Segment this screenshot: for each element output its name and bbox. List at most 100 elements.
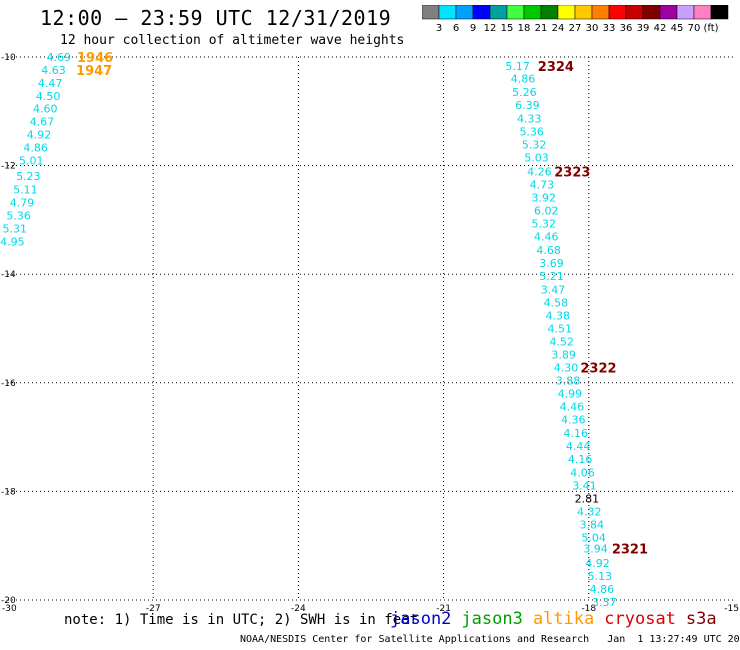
wave-height-value: 5.03 xyxy=(524,151,549,164)
wave-height-value: 5.17 xyxy=(505,60,530,73)
color-scale-label: 24 xyxy=(552,23,565,34)
wave-height-value: 3.37 xyxy=(592,596,617,609)
wave-height-value: 3.94 xyxy=(583,542,608,555)
wave-height-value: 5.11 xyxy=(13,183,38,196)
wave-height-value: 4.46 xyxy=(560,401,585,414)
color-scale-label: (ft) xyxy=(703,23,718,34)
wave-height-value: 3.92 xyxy=(532,192,557,205)
chart-subtitle: 12 hour collection of altimeter wave hei… xyxy=(60,33,405,48)
color-scale-label: 33 xyxy=(603,23,616,34)
latitude-tick-label: -10 xyxy=(1,53,16,63)
pass-number-label: 2321 xyxy=(612,542,648,557)
color-scale-label: 27 xyxy=(569,23,582,34)
latitude-tick-label: -18 xyxy=(1,487,16,497)
wave-height-value: 3.89 xyxy=(551,349,576,362)
wave-height-value: 5.13 xyxy=(588,570,613,583)
wave-height-value: 3.88 xyxy=(556,375,581,388)
color-scale-legend: 3 6 9 12 15 18 21 24 27 30 33 36 39 42 45 70 (ft) xyxy=(422,5,729,34)
wave-height-value: 4.73 xyxy=(530,179,555,192)
wave-height-value: 5.31 xyxy=(3,223,28,236)
color-scale-label: 21 xyxy=(535,23,548,34)
latitude-tick-label: -14 xyxy=(1,270,16,280)
wave-height-value: 4.92 xyxy=(27,129,52,142)
color-scale-label: 3 xyxy=(436,23,442,34)
color-scale-label: 9 xyxy=(470,23,476,34)
wave-height-value: 4.51 xyxy=(548,323,573,336)
latitude-tick-label: -20 xyxy=(1,596,16,606)
wave-height-value: 4.46 xyxy=(534,231,559,244)
wave-height-value: 4.16 xyxy=(563,427,588,440)
wave-height-value: 5.36 xyxy=(519,125,544,138)
wave-height-value: 6.39 xyxy=(515,99,540,112)
color-scale-label: 70 xyxy=(688,23,701,34)
latitude-tick-label: -16 xyxy=(1,379,16,389)
wave-height-value: 4.67 xyxy=(30,116,55,129)
color-scale-label: 18 xyxy=(518,23,531,34)
wave-height-value: 4.92 xyxy=(585,557,610,570)
wave-height-value: 4.32 xyxy=(577,505,602,518)
satellite-legend: jason2 jason3 altika cryosat s3a xyxy=(390,609,727,629)
legend-altika: altika xyxy=(532,609,595,629)
color-scale-label: 12 xyxy=(484,23,497,34)
color-scale-label: 36 xyxy=(620,23,633,34)
wave-height-value: 5.36 xyxy=(6,210,31,223)
wave-height-value: 4.58 xyxy=(544,296,569,309)
color-scale-label: 30 xyxy=(586,23,599,34)
wave-height-value: 3.69 xyxy=(539,257,564,270)
pass-number-label: 2324 xyxy=(538,60,574,75)
wave-height-value: 5.21 xyxy=(539,270,564,283)
pass-number-label: 1946 xyxy=(77,51,113,66)
wave-height-value: 4.86 xyxy=(590,583,615,596)
color-scale-label: 45 xyxy=(671,23,684,34)
wave-height-value: 3.41 xyxy=(572,479,597,492)
wave-height-value: 3.84 xyxy=(579,519,604,532)
color-scale-label: 42 xyxy=(654,23,667,34)
wave-height-value: 4.16 xyxy=(568,453,593,466)
longitude-tick-label: -24 xyxy=(291,604,306,614)
wave-height-value: 5.04 xyxy=(581,532,606,545)
legend-jason2: jason2 xyxy=(390,609,452,629)
wave-height-value: 4.44 xyxy=(566,440,591,453)
wave-height-value: 4.95 xyxy=(0,236,25,249)
wave-height-value: 4.52 xyxy=(549,336,574,349)
pass-number-label: 2322 xyxy=(580,362,616,377)
color-scale-label: 15 xyxy=(501,23,514,34)
color-scale-label: 39 xyxy=(637,23,650,34)
longitude-tick-label: -30 xyxy=(2,604,17,614)
legend-cryosat: cryosat xyxy=(604,609,676,629)
wave-height-value: 4.99 xyxy=(558,388,583,401)
wave-height-value: 4.30 xyxy=(554,362,579,375)
wave-height-value: 5.32 xyxy=(522,138,547,151)
wave-height-value: 5.32 xyxy=(532,218,557,231)
wave-height-value: 4.86 xyxy=(511,73,536,86)
wave-height-value: 3.47 xyxy=(541,283,566,296)
wave-height-value: 4.79 xyxy=(10,197,35,210)
wave-height-value: 4.38 xyxy=(546,309,571,322)
longitude-tick-label: -18 xyxy=(581,604,596,614)
wave-height-value: 4.60 xyxy=(33,103,58,116)
wave-height-value: 4.33 xyxy=(517,112,542,125)
longitude-tick-label: -27 xyxy=(146,604,161,614)
wave-height-value: 6.02 xyxy=(534,205,559,218)
latitude-tick-label: -12 xyxy=(1,162,16,172)
color-swatch xyxy=(710,5,729,20)
wave-height-value: 4.26 xyxy=(527,166,552,179)
longitude-tick-label: -21 xyxy=(436,604,451,614)
wave-height-value: 4.47 xyxy=(38,77,63,90)
wave-height-value: 4.06 xyxy=(570,466,595,479)
wave-height-value: 4.86 xyxy=(23,142,48,155)
wave-height-value: 4.69 xyxy=(47,51,72,64)
units-note: note: 1) Time is in UTC; 2) SWH is in fe… xyxy=(64,612,419,628)
footer-credit: NOAA/NESDIS Center for Satellite Applica… xyxy=(240,634,740,645)
wave-height-value: 4.68 xyxy=(536,244,561,257)
legend-jason3: jason3 xyxy=(461,609,523,629)
pass-number-label: 2323 xyxy=(554,166,590,181)
wave-height-value: 5.01 xyxy=(19,155,44,168)
legend-s3a: s3a xyxy=(685,609,717,629)
color-scale-label: 6 xyxy=(453,23,459,34)
wave-height-value: 5.23 xyxy=(16,170,41,183)
wave-height-value: 4.63 xyxy=(41,64,66,77)
wave-height-value: 2.81 xyxy=(575,492,600,505)
chart-title: 12:00 – 23:59 UTC 12/31/2019 xyxy=(40,6,392,30)
pass-number-label: 1947 xyxy=(76,64,112,79)
